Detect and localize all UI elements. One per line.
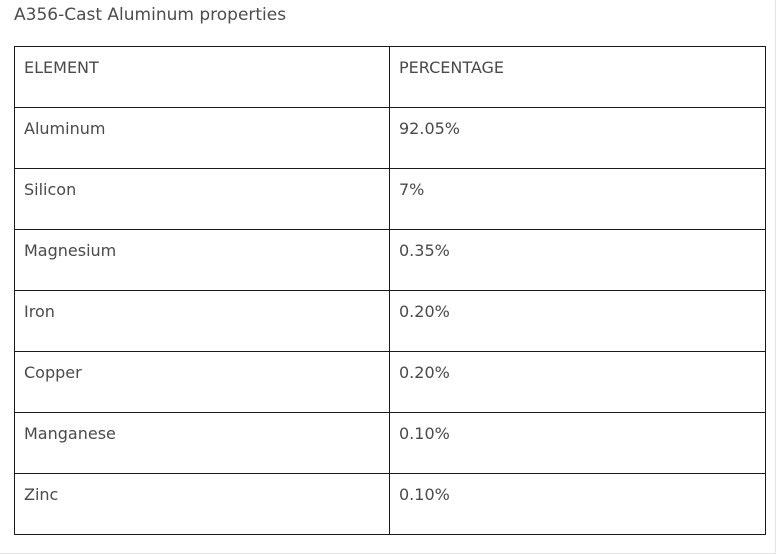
- table-row: Manganese 0.10%: [14, 412, 766, 474]
- percentage-cell: 0.20%: [389, 351, 766, 413]
- table-row: Magnesium 0.35%: [14, 229, 766, 291]
- percentage-cell: 0.35%: [389, 229, 766, 291]
- table-row: Silicon 7%: [14, 168, 766, 230]
- table-header-row: ELEMENT PERCENTAGE: [14, 46, 766, 108]
- percentage-cell: 7%: [389, 168, 766, 230]
- element-cell: Manganese: [14, 412, 390, 474]
- table-row: Aluminum 92.05%: [14, 107, 766, 169]
- percentage-cell: 0.20%: [389, 290, 766, 352]
- table-row: Zinc 0.10%: [14, 473, 766, 535]
- element-cell: Silicon: [14, 168, 390, 230]
- element-cell: Zinc: [14, 473, 390, 535]
- properties-table: ELEMENT PERCENTAGE Aluminum 92.05% Silic…: [14, 46, 766, 535]
- element-cell: Copper: [14, 351, 390, 413]
- element-cell: Iron: [14, 290, 390, 352]
- percentage-cell: 92.05%: [389, 107, 766, 169]
- element-cell: Magnesium: [14, 229, 390, 291]
- table-row: Copper 0.20%: [14, 351, 766, 413]
- percentage-cell: 0.10%: [389, 412, 766, 474]
- percentage-cell: 0.10%: [389, 473, 766, 535]
- column-header-percentage: PERCENTAGE: [389, 46, 766, 108]
- table-row: Iron 0.20%: [14, 290, 766, 352]
- element-cell: Aluminum: [14, 107, 390, 169]
- page-title: A356-Cast Aluminum properties: [14, 5, 287, 25]
- column-header-element: ELEMENT: [14, 46, 390, 108]
